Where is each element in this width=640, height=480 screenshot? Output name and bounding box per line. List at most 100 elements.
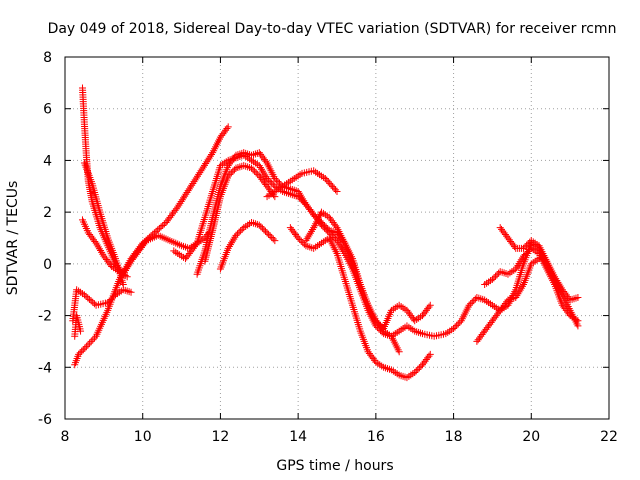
data-point bbox=[82, 343, 90, 351]
data-point bbox=[157, 223, 165, 231]
series-track-11 bbox=[263, 167, 341, 201]
data-point bbox=[493, 271, 501, 279]
data-point bbox=[255, 221, 263, 229]
data-point bbox=[401, 373, 409, 381]
y-tick-labels: -6 -4 -2 0 2 4 6 8 bbox=[38, 50, 52, 428]
data-point bbox=[308, 244, 316, 252]
x-tick-labels: 8 10 12 14 16 18 20 22 bbox=[61, 429, 618, 445]
data-point bbox=[90, 334, 98, 342]
data-point bbox=[272, 176, 280, 184]
data-point bbox=[321, 175, 329, 183]
y-tick-label: -6 bbox=[38, 412, 52, 428]
data-point bbox=[238, 225, 246, 233]
data-point bbox=[200, 161, 208, 169]
data-point bbox=[248, 164, 256, 172]
data-point bbox=[90, 300, 98, 308]
data-point bbox=[184, 187, 192, 195]
data-point bbox=[125, 288, 133, 296]
data-point bbox=[488, 275, 496, 283]
data-point bbox=[224, 123, 232, 131]
x-axis-label: GPS time / hours bbox=[276, 458, 393, 474]
data-point bbox=[180, 194, 188, 202]
data-point bbox=[268, 179, 276, 187]
data-point bbox=[323, 176, 331, 184]
data-point bbox=[182, 190, 190, 198]
data-point bbox=[269, 235, 277, 243]
data-point bbox=[371, 356, 379, 364]
series-track-4 bbox=[69, 286, 135, 325]
data-point bbox=[249, 151, 257, 159]
data-point bbox=[467, 300, 475, 308]
data-point bbox=[195, 170, 203, 178]
data-point bbox=[123, 273, 131, 281]
data-point bbox=[176, 199, 184, 207]
data-point bbox=[226, 170, 234, 178]
data-point bbox=[110, 292, 118, 300]
data-point bbox=[204, 156, 212, 164]
data-point bbox=[297, 237, 305, 245]
data-point bbox=[198, 165, 206, 173]
data-point bbox=[240, 162, 248, 170]
data-point bbox=[413, 328, 421, 336]
plot-frame bbox=[64, 56, 610, 420]
data-point bbox=[271, 175, 279, 183]
data-point bbox=[524, 247, 532, 255]
data-point bbox=[479, 295, 487, 303]
data-point bbox=[197, 167, 205, 175]
data-point bbox=[190, 178, 198, 186]
data-point bbox=[78, 347, 86, 355]
data-point bbox=[205, 154, 213, 162]
data-point bbox=[254, 170, 262, 178]
data-point bbox=[319, 223, 327, 231]
data-point bbox=[86, 339, 94, 347]
data-point bbox=[275, 179, 283, 187]
data-point bbox=[286, 185, 294, 193]
data-point bbox=[372, 317, 380, 325]
data-point bbox=[206, 152, 214, 160]
data-point bbox=[326, 179, 334, 187]
data-point bbox=[520, 252, 528, 260]
data-point bbox=[192, 174, 200, 182]
data-point bbox=[327, 230, 335, 238]
x-tick-label: 22 bbox=[600, 429, 618, 445]
data-point bbox=[232, 231, 240, 239]
data-point bbox=[75, 350, 83, 358]
data-point bbox=[263, 229, 271, 237]
data-point bbox=[293, 232, 301, 240]
data-point bbox=[451, 323, 459, 331]
data-point bbox=[232, 164, 240, 172]
data-point bbox=[76, 349, 84, 357]
data-point bbox=[454, 320, 462, 328]
data-point bbox=[502, 270, 510, 278]
data-point bbox=[199, 163, 207, 171]
data-point bbox=[229, 167, 237, 175]
data-point bbox=[290, 186, 298, 194]
data-point bbox=[260, 226, 268, 234]
data-point bbox=[333, 187, 341, 195]
y-tick-label: 0 bbox=[43, 257, 52, 273]
y-tick-label: 6 bbox=[43, 102, 52, 118]
data-point bbox=[123, 287, 131, 295]
data-point bbox=[321, 224, 329, 232]
series-track-15 bbox=[496, 224, 582, 304]
data-point bbox=[330, 233, 338, 241]
data-point bbox=[227, 169, 235, 177]
data-point bbox=[263, 175, 271, 183]
data-point bbox=[450, 325, 458, 332]
data-point bbox=[265, 176, 273, 184]
data-point bbox=[194, 172, 202, 180]
data-points bbox=[69, 84, 582, 382]
series-track-13 bbox=[302, 208, 434, 332]
series-track-16 bbox=[473, 255, 543, 345]
data-point bbox=[108, 294, 116, 302]
data-point bbox=[574, 293, 582, 301]
data-point bbox=[89, 298, 97, 306]
x-tick-label: 8 bbox=[61, 429, 70, 445]
data-point bbox=[385, 365, 393, 373]
data-point bbox=[252, 169, 260, 177]
data-point bbox=[520, 244, 528, 252]
data-point bbox=[274, 178, 282, 186]
data-point bbox=[453, 321, 461, 329]
data-point bbox=[187, 183, 195, 191]
y-tick-label: 2 bbox=[43, 205, 52, 221]
